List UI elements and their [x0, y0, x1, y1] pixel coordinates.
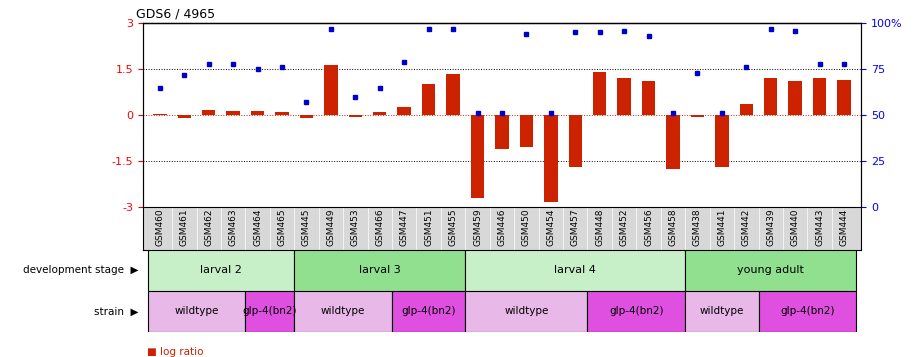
Bar: [685, 250, 857, 291]
Text: GSM442: GSM442: [741, 208, 751, 246]
Bar: [471, 115, 484, 198]
Bar: [147, 291, 245, 332]
Text: development stage  ▶: development stage ▶: [23, 265, 138, 276]
Text: GSM443: GSM443: [815, 208, 824, 246]
Bar: [373, 112, 387, 115]
Bar: [740, 104, 753, 115]
Text: GSM438: GSM438: [693, 208, 702, 246]
Bar: [588, 291, 685, 332]
Text: larval 4: larval 4: [554, 265, 596, 276]
Text: wildtype: wildtype: [174, 306, 218, 317]
Bar: [465, 250, 685, 291]
Bar: [666, 115, 680, 169]
Bar: [544, 115, 557, 202]
Text: GSM458: GSM458: [669, 208, 678, 246]
Bar: [202, 110, 216, 115]
Bar: [251, 111, 264, 115]
Bar: [837, 80, 851, 115]
Text: GSM446: GSM446: [497, 208, 507, 246]
Bar: [227, 111, 239, 115]
Bar: [519, 115, 533, 147]
Bar: [422, 85, 436, 115]
Bar: [349, 115, 362, 117]
Bar: [147, 250, 294, 291]
Bar: [392, 291, 465, 332]
Text: glp-4(bn2): glp-4(bn2): [402, 306, 456, 317]
Bar: [764, 78, 777, 115]
Text: GSM441: GSM441: [717, 208, 727, 246]
Bar: [153, 114, 167, 115]
Text: GSM466: GSM466: [375, 208, 384, 246]
Text: GSM463: GSM463: [228, 208, 238, 246]
Bar: [275, 112, 289, 115]
Bar: [593, 72, 606, 115]
Bar: [465, 291, 588, 332]
Text: GSM455: GSM455: [449, 208, 458, 246]
Text: GSM444: GSM444: [840, 208, 848, 246]
Bar: [715, 115, 729, 167]
Bar: [178, 115, 191, 117]
Text: glp-4(bn2): glp-4(bn2): [780, 306, 834, 317]
Text: GSM462: GSM462: [204, 208, 214, 246]
Bar: [495, 115, 508, 149]
Bar: [294, 250, 465, 291]
Text: GSM450: GSM450: [522, 208, 530, 246]
Text: wildtype: wildtype: [504, 306, 549, 317]
Text: ■ log ratio: ■ log ratio: [147, 347, 204, 357]
Text: GSM461: GSM461: [180, 208, 189, 246]
Text: glp-4(bn2): glp-4(bn2): [242, 306, 297, 317]
Text: GSM464: GSM464: [253, 208, 262, 246]
Bar: [642, 81, 655, 115]
Bar: [245, 291, 294, 332]
Bar: [447, 74, 460, 115]
Text: GSM452: GSM452: [620, 208, 629, 246]
Text: GSM448: GSM448: [595, 208, 604, 246]
Text: GDS6 / 4965: GDS6 / 4965: [135, 7, 215, 21]
Text: GSM447: GSM447: [400, 208, 409, 246]
Bar: [813, 78, 826, 115]
Text: GSM456: GSM456: [644, 208, 653, 246]
Bar: [568, 115, 582, 167]
Text: wildtype: wildtype: [321, 306, 366, 317]
Text: strain  ▶: strain ▶: [94, 306, 138, 317]
Text: GSM460: GSM460: [156, 208, 164, 246]
Text: GSM454: GSM454: [546, 208, 555, 246]
Text: GSM445: GSM445: [302, 208, 311, 246]
Text: glp-4(bn2): glp-4(bn2): [609, 306, 664, 317]
Text: GSM451: GSM451: [425, 208, 433, 246]
Bar: [788, 81, 802, 115]
Text: larval 2: larval 2: [200, 265, 242, 276]
Bar: [691, 115, 705, 117]
Text: GSM440: GSM440: [790, 208, 799, 246]
Bar: [324, 65, 338, 115]
Text: GSM439: GSM439: [766, 208, 775, 246]
Bar: [685, 291, 759, 332]
Bar: [398, 106, 411, 115]
Text: GSM449: GSM449: [326, 208, 335, 246]
Bar: [299, 115, 313, 117]
Bar: [759, 291, 857, 332]
Text: larval 3: larval 3: [359, 265, 401, 276]
Bar: [617, 78, 631, 115]
Text: GSM457: GSM457: [571, 208, 579, 246]
Text: GSM453: GSM453: [351, 208, 360, 246]
Text: GSM459: GSM459: [473, 208, 482, 246]
Text: wildtype: wildtype: [700, 306, 744, 317]
Text: GSM465: GSM465: [277, 208, 286, 246]
Text: young adult: young adult: [738, 265, 804, 276]
Bar: [294, 291, 392, 332]
